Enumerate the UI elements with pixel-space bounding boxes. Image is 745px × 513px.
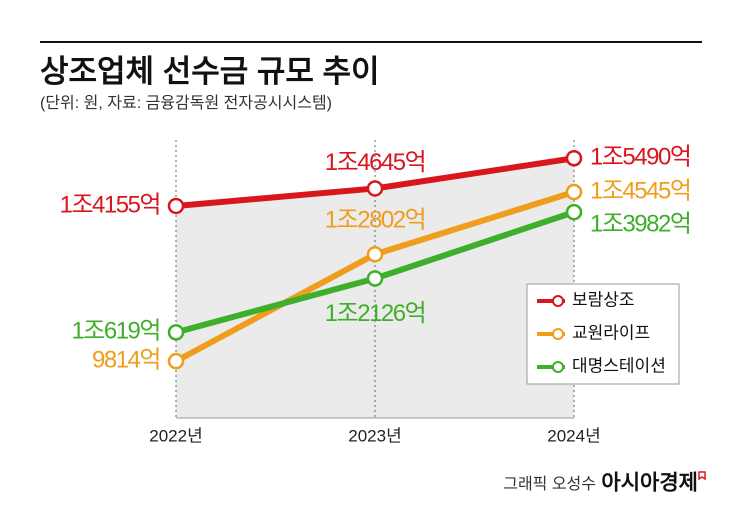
- source: 아시아경제: [601, 472, 698, 495]
- x-tick-label: 2022년: [149, 426, 202, 445]
- x-tick-label: 2024년: [547, 426, 600, 445]
- point: [167, 197, 185, 215]
- point: [167, 324, 185, 341]
- value-label: 1조2802억: [325, 207, 425, 234]
- point: [167, 352, 185, 370]
- legend-label: 대명스테이션: [572, 356, 666, 375]
- point: [366, 270, 384, 287]
- point: [366, 180, 384, 197]
- point: [565, 183, 583, 201]
- legend-label: 교원라이프: [572, 323, 650, 342]
- point: [366, 246, 384, 263]
- legend-marker: [552, 328, 564, 340]
- plot: 2022년 2023년 2024년 1조4155억 1조4645억 1조5490억 9814…: [60, 140, 692, 445]
- legend-label: 보람상조: [572, 290, 635, 309]
- value-label: 1조5490억: [590, 144, 690, 171]
- chart-subtitle: (단위: 원, 자료: 금융감독원 전자공시시스템): [40, 94, 332, 112]
- x-tick-label: 2023년: [348, 426, 401, 445]
- value-label: 1조619억: [71, 318, 160, 345]
- value-label: 1조4545억: [590, 177, 690, 204]
- value-label: 1조2126억: [325, 300, 425, 327]
- point: [565, 149, 583, 167]
- shaded-area: [176, 158, 574, 419]
- legend-marker: [552, 295, 564, 307]
- point: [565, 203, 583, 221]
- value-label: 1조3982억: [590, 210, 690, 237]
- value-label: 9814억: [92, 346, 160, 373]
- legend-marker: [552, 361, 564, 373]
- credit: 그래픽 오성수: [503, 475, 596, 493]
- value-label: 1조4155억: [60, 191, 160, 218]
- value-label: 1조4645억: [325, 149, 425, 176]
- chart-title: 상조업체 선수금 규모 추이: [40, 54, 380, 89]
- source-icon: [698, 471, 706, 481]
